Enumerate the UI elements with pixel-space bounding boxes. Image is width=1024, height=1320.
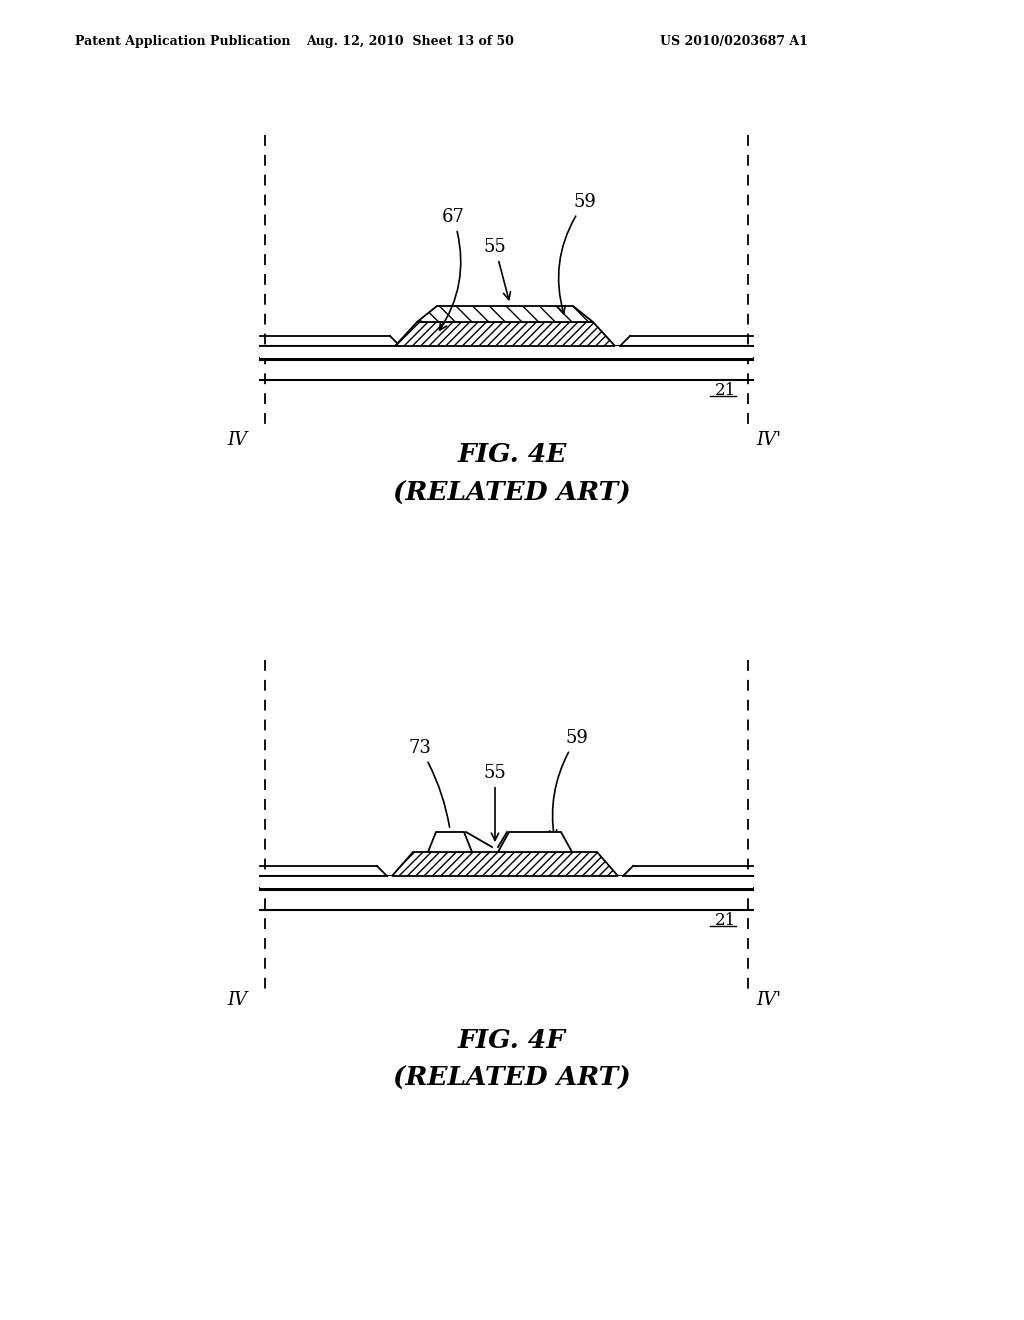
Polygon shape: [428, 832, 472, 851]
Text: FIG. 4E: FIG. 4E: [458, 442, 566, 467]
Polygon shape: [395, 322, 615, 346]
Text: FIG. 4F: FIG. 4F: [458, 1027, 566, 1052]
Text: 21: 21: [715, 912, 736, 929]
Polygon shape: [260, 346, 753, 358]
Text: Patent Application Publication: Patent Application Publication: [75, 36, 291, 48]
Text: 21: 21: [715, 381, 736, 399]
Polygon shape: [392, 851, 618, 876]
Text: (RELATED ART): (RELATED ART): [393, 1065, 631, 1090]
Polygon shape: [260, 876, 753, 888]
Text: 55: 55: [483, 238, 511, 300]
Text: IV': IV': [756, 432, 781, 449]
Text: IV: IV: [227, 991, 247, 1008]
Text: 73: 73: [409, 739, 450, 828]
Polygon shape: [417, 306, 593, 322]
Text: (RELATED ART): (RELATED ART): [393, 480, 631, 506]
Polygon shape: [498, 832, 572, 851]
Text: Aug. 12, 2010  Sheet 13 of 50: Aug. 12, 2010 Sheet 13 of 50: [306, 36, 514, 48]
Text: 55: 55: [483, 764, 507, 841]
Text: US 2010/0203687 A1: US 2010/0203687 A1: [660, 36, 808, 48]
Text: 59: 59: [558, 193, 596, 314]
Text: 67: 67: [439, 209, 465, 330]
Text: IV: IV: [227, 432, 247, 449]
Text: IV': IV': [756, 991, 781, 1008]
Text: 59: 59: [550, 729, 589, 837]
